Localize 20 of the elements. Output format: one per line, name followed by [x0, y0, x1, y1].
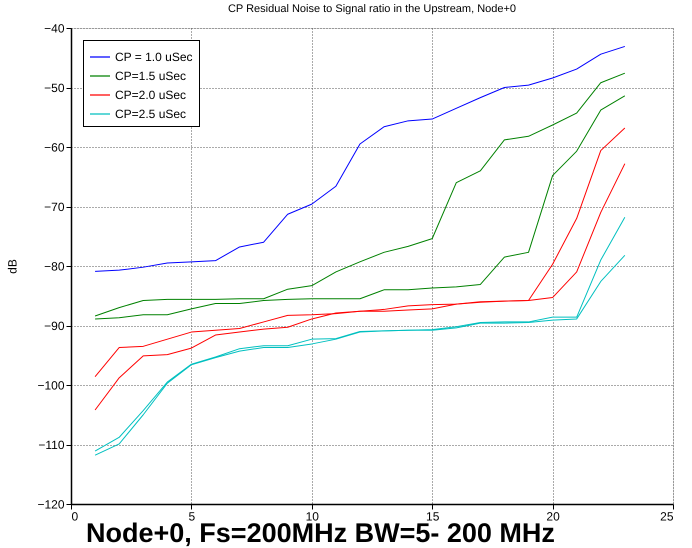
y-tick-label: −100 — [37, 378, 65, 392]
y-tick-label: −50 — [44, 81, 65, 95]
legend-label: CP = 1.0 uSec — [115, 50, 192, 64]
y-tick-label: −90 — [44, 319, 65, 333]
x-tick-label: 10 — [306, 510, 320, 524]
legend-label: CP=1.5 uSec — [115, 69, 186, 83]
x-tick-label: 0 — [72, 510, 78, 524]
x-tick-label: 5 — [188, 510, 196, 524]
x-tick-label: 25 — [660, 510, 674, 524]
y-tick-label: −60 — [44, 140, 65, 154]
y-axis-title: dB — [5, 259, 20, 274]
chart-title: CP Residual Noise to Signal ratio in the Upstream, Node+0 — [228, 3, 516, 15]
y-tick-label: −70 — [44, 200, 65, 214]
y-tick-label: −40 — [44, 22, 65, 36]
y-tick-label: −120 — [37, 498, 65, 512]
legend-label: CP=2.5 uSec — [115, 107, 186, 121]
legend-label: CP=2.0 uSec — [115, 88, 186, 102]
y-tick-label: −110 — [38, 438, 65, 452]
y-tick-label: −80 — [44, 260, 65, 274]
x-tick-label: 20 — [546, 510, 560, 524]
